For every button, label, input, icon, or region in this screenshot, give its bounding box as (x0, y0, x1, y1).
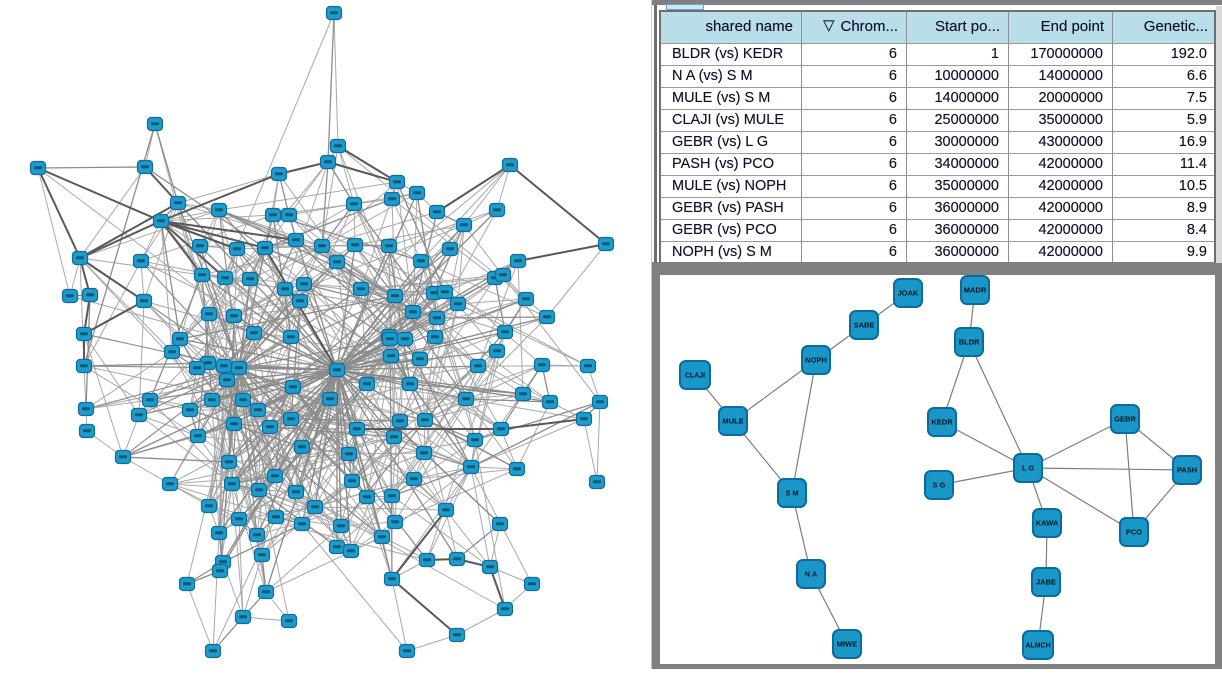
svg-text:JABE: JABE (1036, 578, 1056, 587)
svg-text:PASH: PASH (1177, 466, 1197, 475)
svg-text:PCO: PCO (1126, 528, 1142, 537)
svg-text:ALMCH: ALMCH (1025, 643, 1050, 650)
svg-text:S M: S M (785, 489, 798, 498)
svg-text:L G: L G (1022, 464, 1035, 473)
svg-text:BLDR: BLDR (959, 338, 980, 347)
svg-text:N A: N A (805, 570, 818, 579)
svg-text:KEDR: KEDR (931, 418, 953, 427)
svg-text:JOAK: JOAK (898, 289, 919, 298)
svg-text:KAWA: KAWA (1036, 519, 1059, 528)
svg-text:MADR: MADR (964, 286, 987, 295)
svg-text:NOPH: NOPH (805, 356, 827, 365)
svg-text:MIWE: MIWE (837, 640, 857, 649)
svg-text:SABE: SABE (854, 321, 875, 330)
svg-text:CLAJI: CLAJI (685, 373, 705, 380)
svg-text:S G: S G (933, 481, 946, 490)
svg-text:GEBR: GEBR (1114, 415, 1136, 424)
svg-text:MULE: MULE (722, 417, 743, 426)
